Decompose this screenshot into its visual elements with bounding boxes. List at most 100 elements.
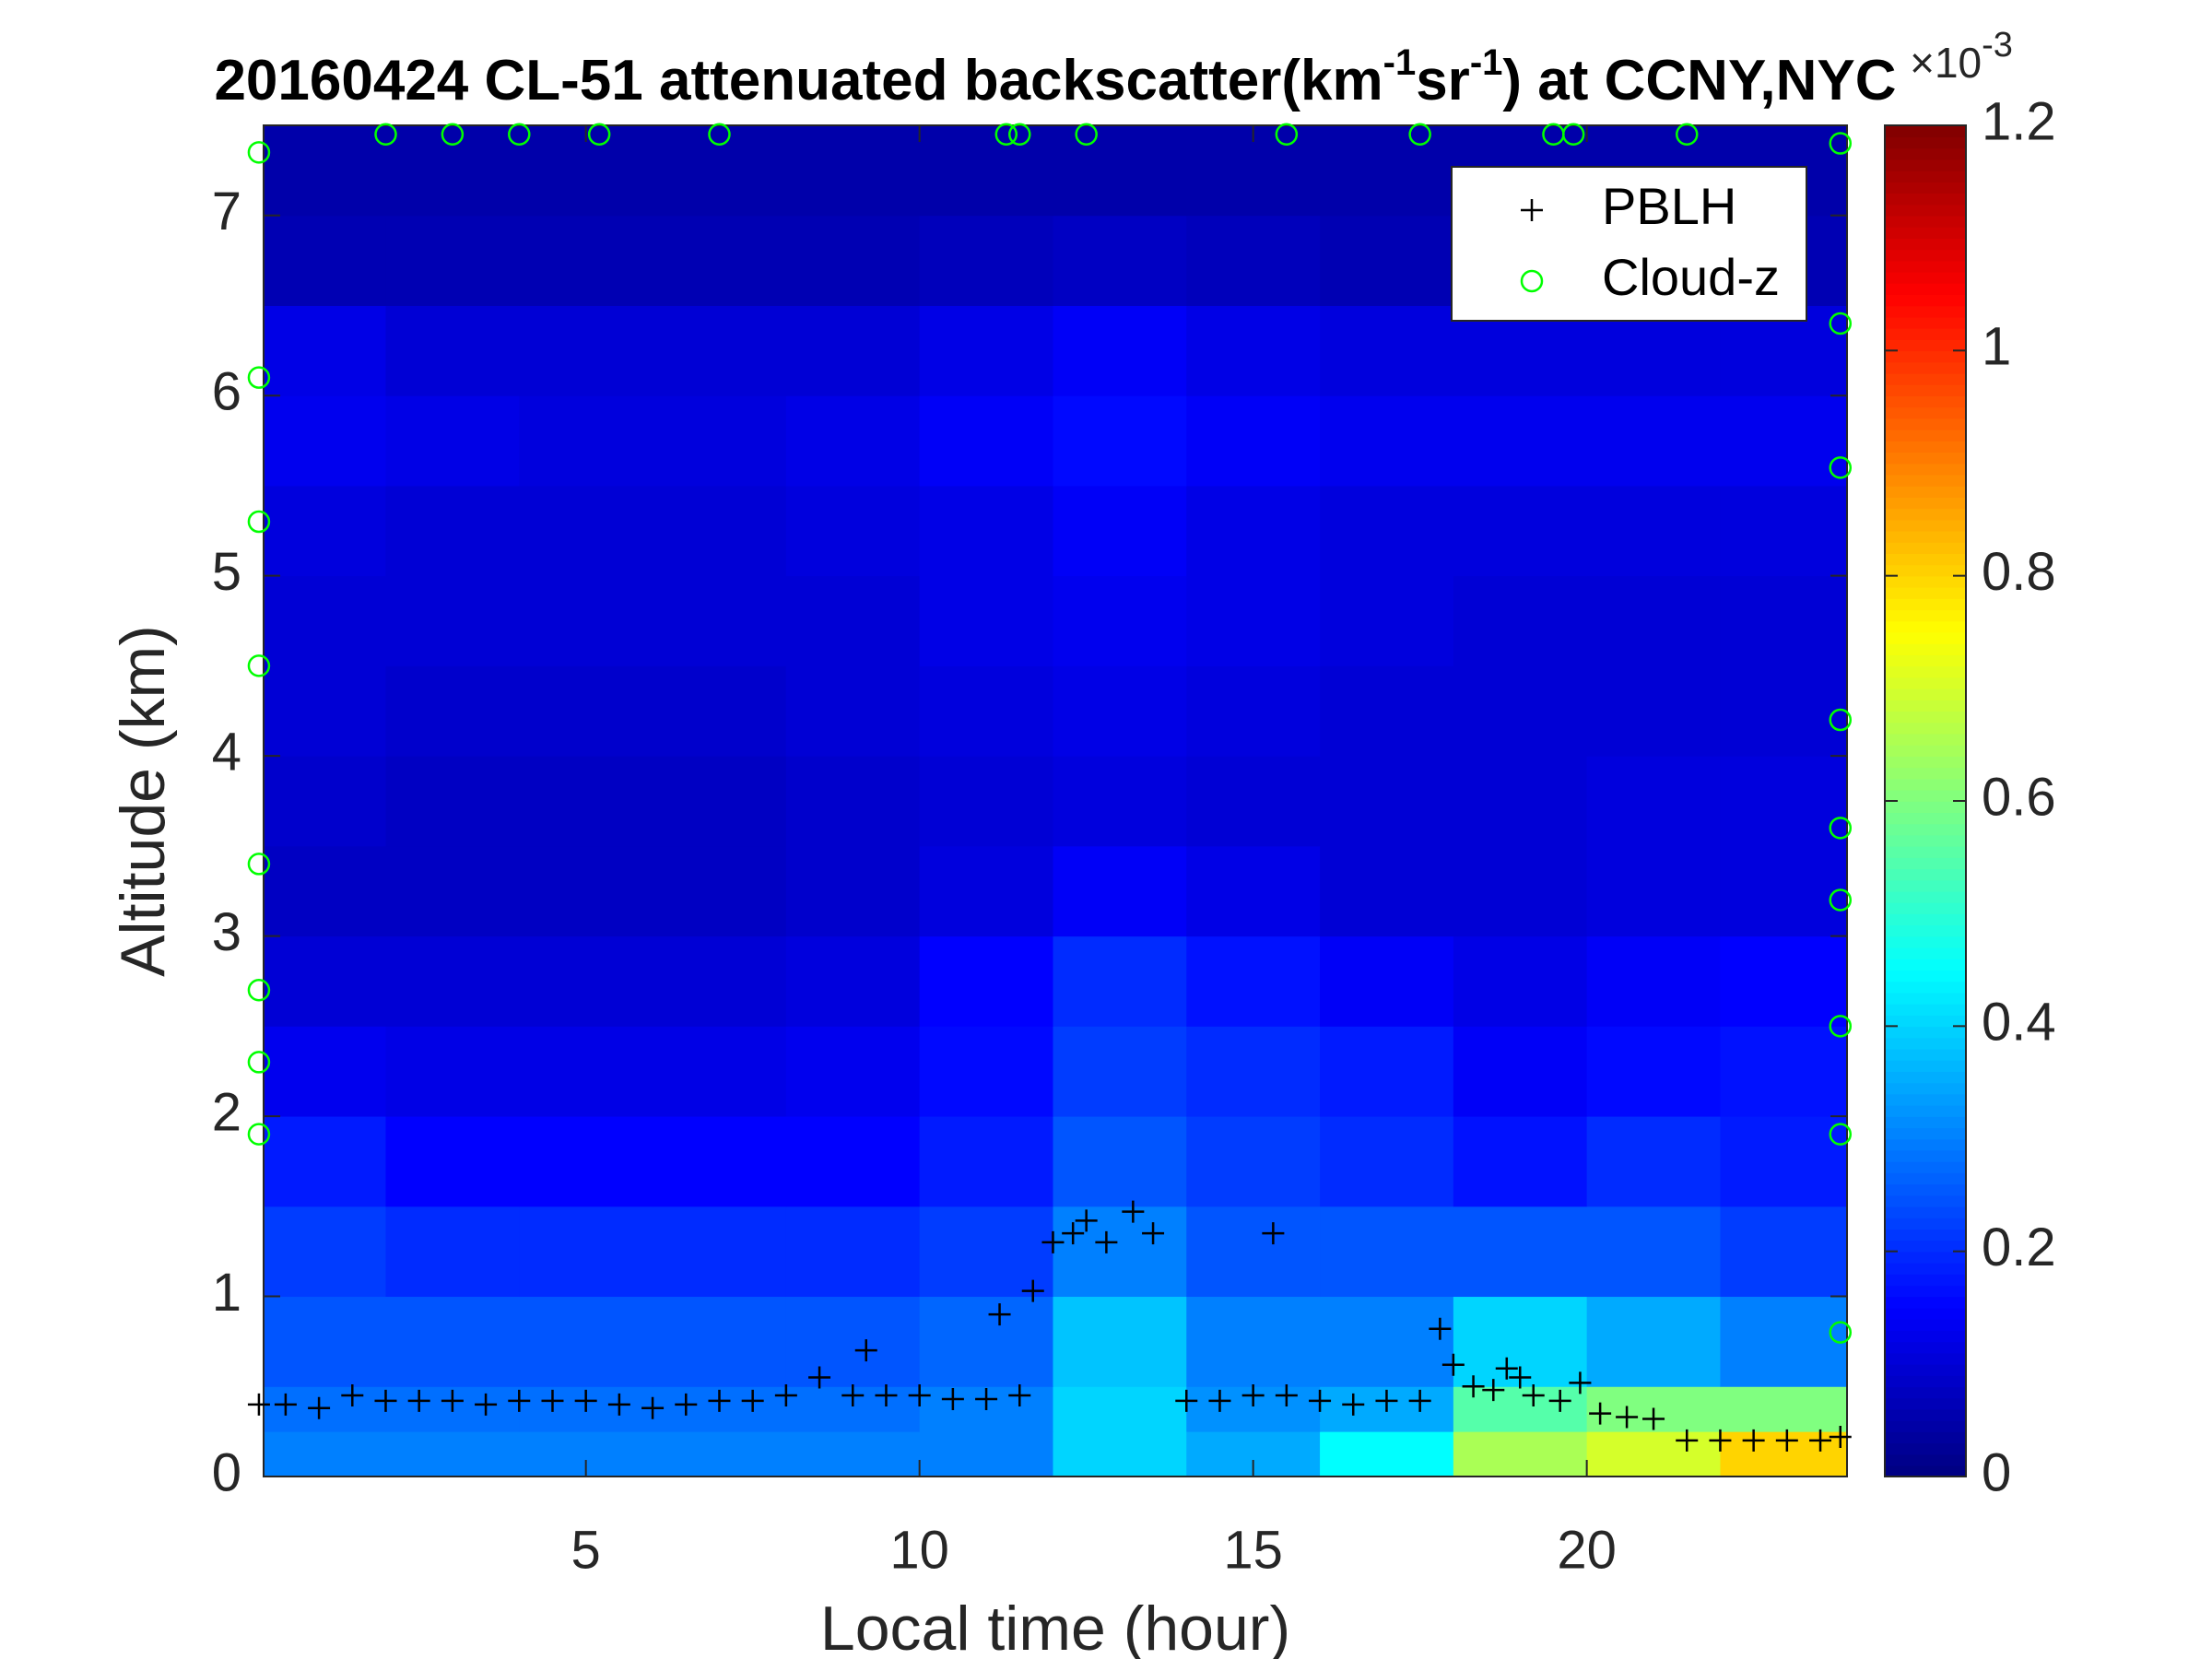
colorbar-strip: [1885, 1059, 1966, 1072]
heat-cell: [919, 1116, 1053, 1207]
heat-cell: [785, 215, 921, 306]
pblh-marker: [1041, 1230, 1065, 1253]
colorbar-strip: [1885, 700, 1966, 712]
heat-cell: [785, 756, 921, 847]
cloud-marker: [247, 141, 271, 164]
colorbar-strip: [1885, 834, 1966, 847]
cloud-marker: [247, 510, 271, 534]
plot-frame: [263, 124, 1848, 1477]
colorbar-strip: [1885, 722, 1966, 735]
heat-cell: [1186, 215, 1321, 306]
heat-cell: [385, 756, 520, 847]
colorbar-strip: [1885, 339, 1966, 352]
heat-cell: [1720, 756, 1847, 847]
pblh-marker: [774, 1384, 797, 1407]
heat-cell: [1720, 1116, 1847, 1207]
heat-cell: [1320, 665, 1454, 757]
heat-cell: [1053, 845, 1187, 937]
heat-cell: [385, 305, 520, 396]
heat-cell: [1720, 1206, 1847, 1298]
heat-cell: [1453, 1431, 1588, 1477]
heat-cell: [1453, 1206, 1588, 1298]
heat-cell: [785, 1116, 921, 1207]
heat-cell: [1053, 756, 1187, 847]
x-axis-label: Local time (hour): [820, 1594, 1290, 1659]
heat-cell: [1320, 1116, 1454, 1207]
colorbar-strip: [1885, 1285, 1966, 1298]
cloud-marker: [1829, 1123, 1853, 1146]
heat-cell: [919, 1431, 1053, 1477]
pblh-marker: [1462, 1375, 1485, 1398]
heatmap: [264, 125, 1847, 1477]
title-part: -1: [1383, 42, 1417, 83]
heat-cell: [1053, 1431, 1187, 1477]
pblh-marker: [407, 1389, 430, 1412]
pblh-marker: [1342, 1393, 1365, 1416]
y-tick-label: 5: [212, 542, 241, 602]
colorbar-strip: [1885, 193, 1966, 206]
pblh-marker: [1122, 1200, 1145, 1223]
colorbar-strip: [1885, 1229, 1966, 1241]
pblh-marker: [308, 1396, 331, 1419]
heat-cell: [519, 215, 653, 306]
colorbar-tick-label: 0.6: [1982, 767, 2056, 827]
x-tick-label: 10: [889, 1520, 949, 1580]
y-axis-label: Altitude (km): [108, 625, 178, 977]
colorbar-strip: [1885, 452, 1966, 465]
colorbar-strip: [1885, 1431, 1966, 1444]
colorbar-strip: [1885, 1318, 1966, 1331]
colorbar-strip: [1885, 913, 1966, 926]
colorbar-strip: [1885, 1375, 1966, 1388]
heat-cell: [264, 756, 386, 847]
heat-cell: [919, 845, 1053, 937]
colorbar-strip: [1885, 1296, 1966, 1309]
heat-cell: [1453, 1026, 1588, 1117]
heat-cell: [385, 1296, 520, 1387]
heat-cell: [1586, 395, 1721, 487]
colorbar-strip: [1885, 845, 1966, 858]
heat-cell: [385, 1116, 520, 1207]
heat-cell: [1586, 1206, 1721, 1298]
pblh-marker: [341, 1384, 364, 1407]
pblh-marker: [1429, 1317, 1452, 1340]
heat-cell: [1320, 215, 1454, 306]
colorbar-strip: [1885, 182, 1966, 194]
colorbar-strip: [1885, 271, 1966, 284]
heat-cell: [1186, 1026, 1321, 1117]
heat-cell: [919, 395, 1053, 487]
heat-cell: [785, 575, 921, 666]
colorbar-strip: [1885, 947, 1966, 959]
pblh-marker: [988, 1303, 1011, 1326]
colorbar-strip: [1885, 598, 1966, 611]
colorbar-strip: [1885, 1093, 1966, 1106]
colorbar-strip: [1885, 801, 1966, 814]
heat-cell: [653, 1296, 787, 1387]
pblh-marker: [441, 1389, 464, 1412]
heat-cell: [653, 935, 787, 1027]
heat-cell: [653, 1026, 787, 1117]
heat-cell: [385, 1431, 520, 1477]
colorbar-strip: [1885, 530, 1966, 543]
heat-cell: [919, 575, 1053, 666]
colorbar-strip: [1885, 665, 1966, 678]
heat-cell: [1586, 1116, 1721, 1207]
colorbar-strip: [1885, 1341, 1966, 1354]
colorbar-strip: [1885, 756, 1966, 769]
heat-cell: [1720, 1386, 1847, 1432]
colorbar-strip: [1885, 924, 1966, 937]
pblh-marker: [607, 1393, 630, 1416]
heat-cell: [519, 575, 653, 666]
pblh-marker: [1262, 1222, 1285, 1245]
y-tick-label: 0: [212, 1442, 241, 1502]
colorbar-strip: [1885, 542, 1966, 555]
heat-cell: [1053, 665, 1187, 757]
cloud-marker: [1829, 888, 1853, 912]
colorbar-strip: [1885, 283, 1966, 296]
heat-cell: [385, 215, 520, 306]
pblh-marker: [508, 1389, 531, 1412]
x-tick-label: 20: [1557, 1520, 1617, 1580]
pblh-marker: [808, 1366, 831, 1389]
colorbar-strip: [1885, 1138, 1966, 1151]
colorbar-strip: [1885, 1194, 1966, 1207]
colorbar-strip: [1885, 631, 1966, 644]
